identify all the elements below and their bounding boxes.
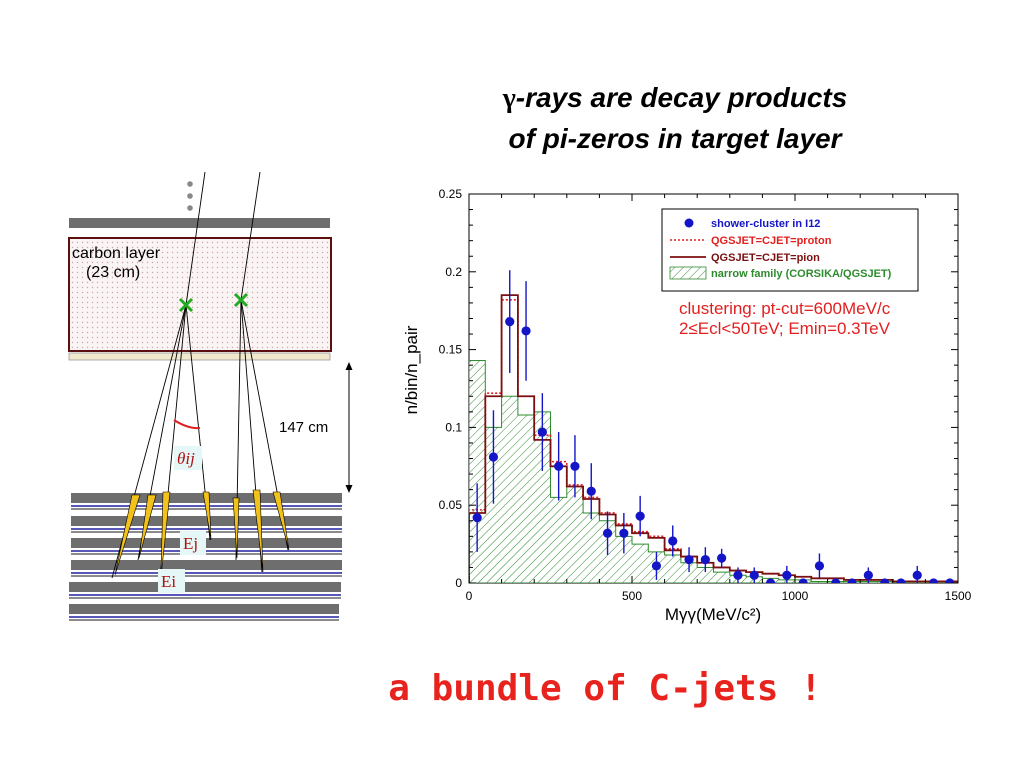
incoming-track — [240, 171, 261, 301]
data-point — [619, 528, 629, 538]
legend-label: QGSJET=CJET=proton — [711, 235, 832, 247]
data-point — [602, 528, 613, 538]
title-line-1: γ-rays are decay products — [430, 78, 920, 119]
data-point — [554, 461, 564, 471]
mass-histogram-chart: 0 500 1000 1500 0 0.05 0.1 0.15 0.2 0.25 shower-c… — [402, 187, 972, 624]
legend-label: narrow family (CORSIKA/QGSJET) — [711, 268, 892, 280]
data-point — [472, 513, 482, 523]
angle-label-box — [174, 446, 202, 470]
y-axis-label: n/bin/n_pair — [402, 325, 421, 414]
x-tick-label: 1500 — [945, 589, 972, 603]
data-point — [880, 578, 890, 583]
energy-label-j: Ej — [183, 534, 198, 553]
interaction-vertex-icon — [178, 297, 194, 313]
x-axis-label: Mγγ(MeV/c²) — [665, 605, 761, 624]
y-tick-label: 0 — [455, 576, 462, 590]
distance-arrow-head-bottom — [345, 485, 353, 493]
x-tick-label: 500 — [622, 589, 642, 603]
y-tick-label: 0.05 — [439, 498, 463, 512]
gamma-symbol: γ — [502, 83, 516, 114]
emulsion-chamber-stack — [69, 493, 342, 621]
lead-plate — [71, 516, 342, 526]
data-point — [651, 561, 662, 571]
shower-cone — [138, 494, 157, 559]
legend-label: shower-cluster in I12 — [711, 218, 820, 230]
incoming-track — [185, 171, 206, 306]
slide-title: γ-rays are decay products of pi-zeros in… — [430, 78, 920, 159]
lead-plate — [71, 538, 342, 548]
data-point — [488, 452, 499, 462]
energy-label-i: Ei — [161, 572, 176, 591]
data-point — [928, 578, 939, 583]
data-point — [863, 570, 873, 580]
carbon-layer — [68, 237, 332, 352]
data-point — [570, 461, 580, 471]
lead-plate — [71, 560, 342, 570]
carbon-layer-label: carbon layer — [72, 245, 161, 262]
data-point — [586, 486, 596, 496]
x-tick-label: 1000 — [782, 589, 809, 603]
top-lead-layer — [69, 218, 330, 228]
clustering-annotation-line1: clustering: pt-cut=600MeV/c — [679, 299, 891, 318]
shower-cone — [232, 497, 240, 559]
y-tick-label: 0.2 — [445, 265, 462, 279]
interaction-vertex-icon — [233, 292, 249, 308]
carbon-base-plate — [68, 352, 331, 361]
energy-label-i-box — [158, 569, 185, 593]
shower-cone — [114, 494, 141, 576]
shower-cone — [160, 491, 171, 578]
energy-label-j-box — [180, 531, 206, 555]
continuation-dot — [187, 205, 193, 211]
y-tick-label: 0.1 — [445, 420, 462, 434]
shower-cone — [252, 489, 264, 573]
title-line-1-text: -rays are decay products — [515, 82, 848, 113]
carbon-layer-thickness-label: (23 cm) — [86, 264, 140, 281]
y-tick-label: 0.15 — [439, 343, 463, 357]
data-point — [537, 427, 547, 437]
data-point — [912, 570, 922, 580]
chart-axes: 0 500 1000 1500 0 0.05 0.1 0.15 0.2 0.25 — [439, 187, 972, 603]
bottom-caption: a bundle of C-jets ! — [388, 668, 822, 709]
data-point — [782, 570, 792, 580]
data-point — [749, 570, 759, 580]
lead-plate — [69, 582, 341, 592]
data-point — [700, 555, 710, 565]
legend-hatch-icon — [669, 266, 707, 280]
opening-angle-arc — [173, 419, 201, 430]
data-point — [733, 570, 743, 580]
data-point — [635, 511, 645, 521]
legend-label: QGSJET=CJET=pion — [711, 252, 820, 264]
detector-diagram: carbon layer (23 cm) 147 cm — [68, 171, 353, 621]
data-point — [945, 578, 955, 583]
angle-label: θij — [177, 449, 195, 468]
data-point — [521, 326, 531, 336]
title-line-2: of pi-zeros in target layer — [508, 123, 842, 154]
shower-cone — [202, 491, 212, 541]
data-point — [717, 553, 727, 563]
y-tick-label: 0.25 — [439, 187, 463, 201]
chart-series — [469, 270, 958, 583]
data-point — [765, 578, 776, 583]
data-point — [814, 561, 825, 571]
continuation-dot — [187, 193, 193, 199]
data-point — [505, 316, 515, 327]
distance-label: 147 cm — [279, 419, 328, 436]
data-point — [798, 578, 808, 583]
continuation-dot — [187, 181, 193, 187]
data-point — [684, 555, 694, 565]
data-point — [668, 536, 678, 546]
lead-plate — [69, 604, 339, 614]
shower-cone — [272, 491, 290, 551]
clustering-annotation-line2: 2≤Ecl<50TeV; Emin=0.3TeV — [679, 319, 891, 338]
data-point — [831, 578, 841, 583]
data-point — [847, 578, 857, 583]
distance-arrow-head-top — [345, 362, 353, 370]
chart-legend: shower-cluster in I12 QGSJET=CJET=proton… — [661, 208, 919, 292]
data-point — [896, 578, 906, 583]
legend-marker-icon — [684, 218, 694, 228]
x-tick-label: 0 — [466, 589, 473, 603]
